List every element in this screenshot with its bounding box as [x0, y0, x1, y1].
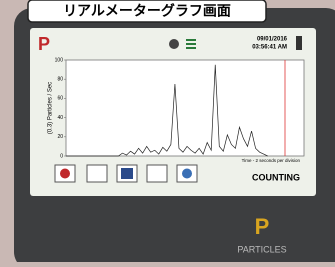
y-tick-label: 60 — [57, 96, 63, 102]
y-tick-label: 20 — [57, 134, 63, 140]
button-data[interactable] — [147, 165, 167, 182]
status: COUNTING — [252, 172, 300, 182]
view-icon — [121, 168, 133, 179]
settings-icon — [182, 169, 192, 179]
battery — [296, 36, 302, 50]
y-tick-label: 80 — [57, 77, 63, 83]
brand-logo: P — [255, 214, 270, 239]
y-tick-label: 0 — [60, 153, 63, 159]
date: 09/01/2016 — [257, 37, 288, 43]
record-icon — [60, 169, 70, 179]
y-axis-label: (0.3) Particles / Sec — [48, 82, 54, 134]
plot-area — [66, 60, 304, 156]
brand: PARTICLES — [237, 244, 286, 254]
x-annotation: Time - 2 seconds per division — [242, 158, 301, 163]
status-icon — [169, 39, 179, 49]
button-graph[interactable] — [87, 165, 107, 182]
y-tick-label: 100 — [55, 57, 64, 63]
time: 03:56:41 AM — [252, 45, 287, 51]
screenshot: リアルメーターグラフ画面 P 09/01/2016 03:56:41 AM (0… — [0, 0, 335, 262]
caption: リアルメーターグラフ画面 — [63, 3, 231, 19]
logo: P — [38, 34, 50, 54]
y-tick-label: 40 — [57, 115, 63, 121]
